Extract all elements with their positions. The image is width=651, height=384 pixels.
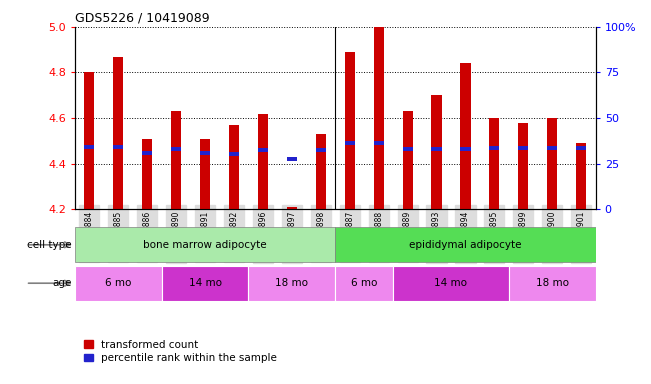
Bar [113, 144, 123, 149]
Text: bone marrow adipocyte: bone marrow adipocyte [143, 240, 267, 250]
Bar [171, 111, 181, 209]
Bar [84, 144, 94, 149]
Bar [460, 63, 471, 209]
Text: 14 mo: 14 mo [434, 278, 467, 288]
Bar [490, 118, 499, 209]
Bar [547, 118, 557, 209]
Bar [200, 139, 210, 209]
Bar [344, 52, 355, 209]
Bar [287, 207, 297, 209]
Bar [547, 146, 557, 150]
Bar [229, 125, 239, 209]
Bar [142, 139, 152, 209]
Text: 18 mo: 18 mo [275, 278, 309, 288]
Bar [287, 157, 297, 161]
Bar [200, 151, 210, 156]
Bar [258, 114, 268, 209]
Bar [316, 134, 326, 209]
Bar [335, 227, 596, 262]
Text: 6 mo: 6 mo [351, 278, 378, 288]
Bar [509, 266, 596, 301]
Bar [142, 151, 152, 156]
Text: 18 mo: 18 mo [536, 278, 569, 288]
Bar [374, 27, 383, 209]
Bar [161, 266, 249, 301]
Text: 14 mo: 14 mo [189, 278, 221, 288]
Bar [460, 147, 471, 151]
Bar [84, 73, 94, 209]
Text: age: age [52, 278, 72, 288]
Bar [335, 266, 393, 301]
Bar [402, 111, 413, 209]
Text: GDS5226 / 10419089: GDS5226 / 10419089 [75, 12, 210, 25]
Bar [402, 147, 413, 151]
Bar [171, 147, 181, 151]
Bar [249, 266, 335, 301]
Text: cell type: cell type [27, 240, 72, 250]
Bar [393, 266, 509, 301]
Legend: transformed count, percentile rank within the sample: transformed count, percentile rank withi… [80, 336, 281, 367]
Text: epididymal adipocyte: epididymal adipocyte [409, 240, 521, 250]
Bar [344, 141, 355, 145]
Bar [75, 266, 161, 301]
Bar [576, 143, 587, 209]
Bar [113, 56, 123, 209]
Bar [316, 148, 326, 152]
Bar [432, 95, 441, 209]
Bar [518, 146, 529, 150]
Bar [576, 146, 587, 150]
Bar [258, 148, 268, 152]
Bar [374, 141, 383, 145]
Text: 6 mo: 6 mo [105, 278, 132, 288]
Bar [518, 122, 529, 209]
Bar [432, 147, 441, 151]
Bar [75, 227, 335, 262]
Bar [229, 152, 239, 156]
Bar [490, 146, 499, 151]
